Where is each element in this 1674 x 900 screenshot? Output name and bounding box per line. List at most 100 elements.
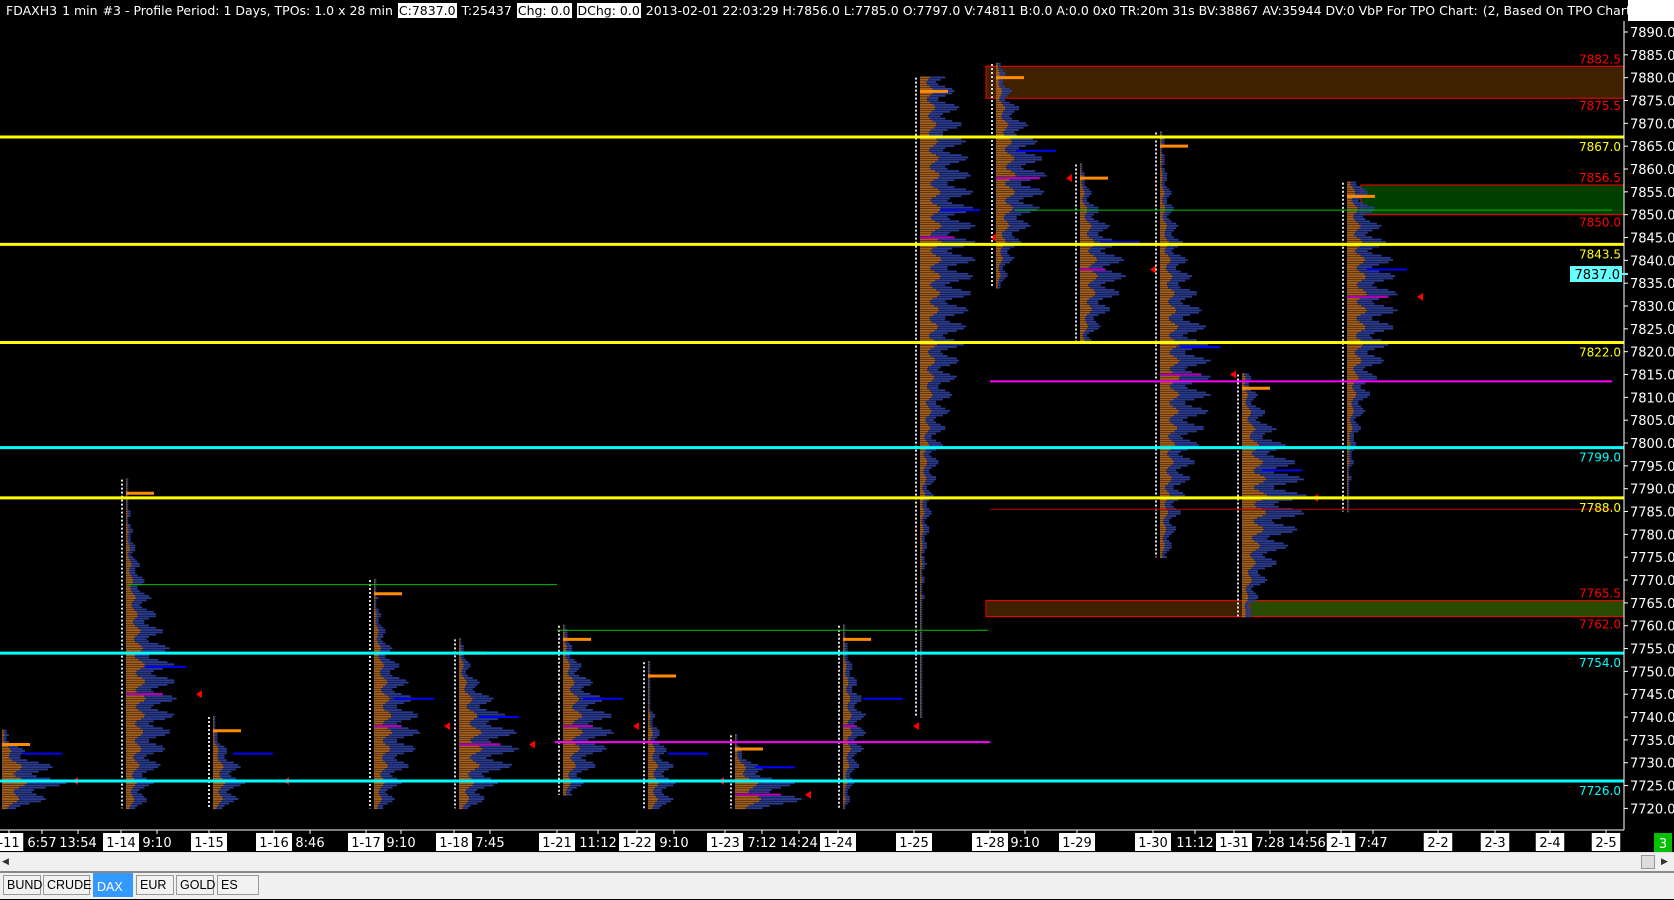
tpo-row-early [920, 288, 937, 291]
tpo-row-early [1160, 311, 1176, 314]
tpo-row [920, 592, 923, 595]
tpo-row-early [126, 736, 138, 739]
time-label: 7:28 [1255, 836, 1284, 851]
tpo-row [1166, 526, 1177, 529]
tpo-row-early [374, 610, 376, 613]
tpo-row-early [563, 667, 570, 670]
tpo-row [1175, 323, 1200, 326]
tpo-row [1357, 282, 1375, 284]
tpo-row [1247, 391, 1256, 394]
horizontal-scrollbar[interactable]: ◀ ▶ [0, 852, 1674, 872]
tpo-row-early [459, 690, 466, 693]
tpo-row [1266, 512, 1305, 515]
tpo-row [1087, 327, 1099, 330]
tpo-row-early [1160, 414, 1175, 417]
tpo-chart[interactable]: 7882.57875.57856.57850.07765.57762.07867… [0, 0, 1674, 852]
scroll-thumb[interactable] [1641, 855, 1655, 869]
tpo-row [1169, 350, 1186, 353]
tpo-row-early [735, 768, 746, 771]
tpo-row-early [920, 126, 935, 129]
tpo-row-early [1080, 220, 1088, 223]
price-tick-label: 7740.0 [1630, 711, 1674, 726]
tpo-row [564, 635, 568, 638]
tpo-row-early [1242, 457, 1260, 460]
tpo-row-early [2, 804, 10, 807]
zone-top-label: 7856.5 [1579, 171, 1621, 185]
tpo-row [572, 754, 586, 757]
tpo-row-early [1160, 503, 1165, 506]
tpo-row-early [843, 761, 849, 764]
tpo-row-early [920, 165, 930, 168]
tab-dax[interactable]: DAX [93, 873, 133, 897]
tpo-row-early [920, 307, 938, 310]
tpo-row [1009, 179, 1031, 182]
tab-es[interactable]: ES [217, 875, 259, 895]
tpo-row-early [563, 754, 572, 757]
tpo-row [1007, 227, 1026, 230]
tpo-row [126, 494, 129, 497]
tpo-row [1087, 234, 1099, 236]
tab-crude[interactable]: CRUDE [43, 875, 91, 895]
tpo-row [221, 800, 234, 803]
tpo-row-early [843, 759, 848, 762]
tpo-row-early [1347, 323, 1364, 326]
tpo-row [848, 702, 857, 705]
tpo-row [848, 736, 857, 739]
tpo-row-early [843, 788, 845, 791]
tpo-row-early [1160, 220, 1165, 223]
tpo-row [379, 788, 388, 791]
tpo-row [1359, 263, 1380, 266]
tpo-row-early [1347, 357, 1361, 360]
tpo-row-early [1080, 314, 1088, 316]
tpo-row [1095, 291, 1120, 294]
tpo-row-early [920, 656, 921, 659]
tpo-row [12, 802, 30, 805]
tpo-row [566, 645, 573, 648]
tpo-row-early [843, 656, 845, 659]
tpo-row [648, 681, 651, 684]
tpo-row-early [2, 798, 20, 800]
tpo-row [940, 256, 973, 259]
tpo-row-early [1347, 366, 1355, 369]
tpo-row-early [1080, 218, 1086, 220]
tpo-row-early [1347, 439, 1350, 442]
tpo-row-early [648, 793, 655, 796]
scroll-right-arrow-icon[interactable]: ▶ [1661, 857, 1668, 867]
tpo-row [565, 654, 570, 657]
tpo-row-early [1160, 298, 1170, 300]
tpo-row-early [920, 206, 941, 209]
tpo-row [139, 702, 161, 705]
tpo-row [920, 674, 923, 677]
tpo-row-early [1347, 220, 1356, 223]
tpo-row [926, 416, 937, 419]
tpo-row [1088, 250, 1101, 252]
tpo-row [476, 727, 503, 730]
price-tick-label: 7815.0 [1630, 369, 1674, 384]
tpo-row [1254, 487, 1275, 490]
tpo-row-early [648, 775, 655, 778]
tpo-row-early [213, 759, 219, 762]
tpo-row-early [126, 672, 136, 675]
tab-eur[interactable]: EUR [136, 875, 174, 895]
tab-gold[interactable]: GOLD [176, 875, 215, 895]
tpo-row [933, 314, 955, 316]
tpo-row-early [648, 727, 652, 730]
tab-bund[interactable]: BUND [3, 875, 42, 895]
tpo-row [920, 583, 923, 586]
tpo-row [929, 117, 946, 120]
tpo-row-early [920, 138, 937, 141]
tpo-row [1178, 361, 1206, 364]
tpo-row-early [920, 702, 921, 705]
tpo-row [920, 613, 923, 616]
tpo-row [135, 688, 152, 691]
tpo-row-early [843, 786, 846, 789]
scroll-left-arrow-icon[interactable]: ◀ [2, 857, 9, 867]
tpo-row [845, 661, 850, 663]
tpo-row [1365, 327, 1393, 330]
tpo-row-early [920, 261, 939, 264]
tpo-row [1091, 309, 1110, 312]
tpo-row [3, 729, 7, 732]
tpo-row [459, 638, 462, 641]
tpo-row [1091, 307, 1110, 310]
tpo-row [568, 772, 577, 775]
